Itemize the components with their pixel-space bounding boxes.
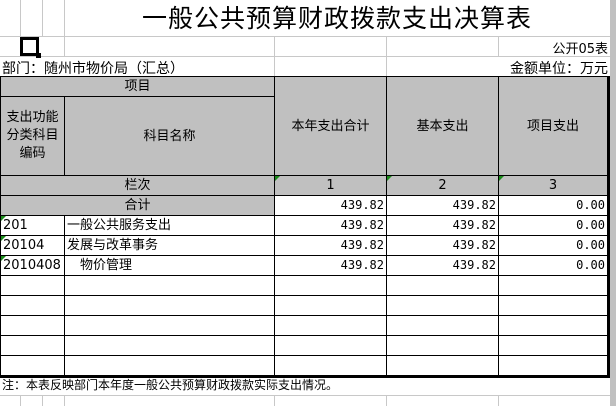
gridline: [274, 36, 275, 76]
row-index-1: 1: [274, 175, 387, 196]
gridline: [0, 395, 610, 396]
row-v1[interactable]: 439.82: [274, 255, 387, 276]
empty-cell[interactable]: [386, 275, 499, 296]
empty-cell[interactable]: [64, 295, 275, 316]
gridline: [498, 395, 499, 406]
row-code[interactable]: 201: [0, 215, 65, 236]
row-v2[interactable]: 439.82: [386, 255, 499, 276]
header-name: 科目名称: [64, 96, 275, 176]
gridline: [20, 0, 21, 36]
empty-cell[interactable]: [274, 295, 387, 316]
total-row: 合计 439.82 439.82 0.00: [0, 195, 610, 216]
row-name[interactable]: 一般公共服务支出: [64, 215, 275, 236]
header-code: 支出功能分类科目编码: [0, 96, 65, 176]
row-v2[interactable]: 439.82: [386, 215, 499, 236]
empty-cell[interactable]: [274, 315, 387, 336]
empty-cell[interactable]: [498, 315, 610, 336]
empty-cell[interactable]: [64, 335, 275, 356]
unit-label: 金额单位：万元: [510, 61, 608, 77]
empty-cell[interactable]: [498, 295, 610, 316]
gridline: [386, 36, 387, 76]
row-v3[interactable]: 0.00: [498, 235, 610, 256]
empty-cell[interactable]: [386, 315, 499, 336]
row-index-2: 2: [386, 175, 499, 196]
header-col3: 项目支出: [498, 76, 610, 176]
empty-row: [0, 355, 610, 378]
footnote: 注：本表反映部门本年度一般公共预算财政拨款实际支出情况。: [2, 378, 339, 392]
empty-cell[interactable]: [274, 355, 387, 378]
cell-selection-cursor[interactable]: [20, 37, 41, 58]
empty-row: [0, 315, 610, 336]
report-title: 一般公共预算财政拨款支出决算表: [141, 4, 532, 33]
empty-cell[interactable]: [386, 335, 499, 356]
gridline: [0, 36, 610, 37]
empty-cell[interactable]: [274, 275, 387, 296]
row-index-label: 栏次: [0, 175, 275, 196]
empty-cell[interactable]: [64, 315, 275, 336]
empty-row: [0, 295, 610, 316]
gridline: [498, 36, 499, 56]
total-label: 合计: [0, 195, 275, 216]
row-index-3: 3: [498, 175, 610, 196]
total-v2[interactable]: 439.82: [386, 195, 499, 216]
empty-cell[interactable]: [0, 295, 65, 316]
gridline: [0, 56, 610, 57]
row-v1[interactable]: 439.82: [274, 235, 387, 256]
empty-cell[interactable]: [0, 335, 65, 356]
empty-cell[interactable]: [386, 355, 499, 378]
table-row: 201 一般公共服务支出 439.82 439.82 0.00: [0, 215, 610, 236]
empty-cell[interactable]: [498, 335, 610, 356]
sheet-edge: [610, 0, 616, 406]
row-v1[interactable]: 439.82: [274, 215, 387, 236]
empty-cell[interactable]: [0, 355, 65, 378]
expenditure-table: 项目 本年支出合计 基本支出 项目支出 支出功能分类科目编码 科目名称 栏次 1…: [0, 76, 610, 378]
gridline: [42, 395, 43, 406]
empty-cell[interactable]: [64, 355, 275, 378]
table-row: 2010408 物价管理 439.82 439.82 0.00: [0, 255, 610, 276]
empty-cell[interactable]: [64, 275, 275, 296]
row-v2[interactable]: 439.82: [386, 235, 499, 256]
empty-row: [0, 275, 610, 296]
empty-cell[interactable]: [386, 295, 499, 316]
row-code[interactable]: 2010408: [0, 255, 65, 276]
row-v3[interactable]: 0.00: [498, 255, 610, 276]
row-code[interactable]: 20104: [0, 235, 65, 256]
header-col1: 本年支出合计: [274, 76, 387, 176]
gridline: [42, 0, 43, 36]
header-project: 项目: [0, 76, 275, 97]
gridline: [64, 395, 65, 406]
empty-cell[interactable]: [0, 315, 65, 336]
empty-cell[interactable]: [274, 335, 387, 356]
empty-row: [0, 335, 610, 356]
department-label: 部门：随州市物价局（汇总）: [2, 61, 184, 77]
header-col2: 基本支出: [386, 76, 499, 176]
row-name[interactable]: 物价管理: [64, 255, 275, 276]
empty-cell[interactable]: [498, 275, 610, 296]
gridline: [20, 395, 21, 406]
total-v1[interactable]: 439.82: [274, 195, 387, 216]
empty-cell[interactable]: [0, 275, 65, 296]
total-v3[interactable]: 0.00: [498, 195, 610, 216]
empty-cell[interactable]: [498, 355, 610, 378]
gridline: [386, 395, 387, 406]
gridline: [64, 0, 65, 56]
gridline: [274, 395, 275, 406]
table-row: 20104 发展与改革事务 439.82 439.82 0.00: [0, 235, 610, 256]
form-number: 公开05表: [552, 42, 608, 57]
row-v3[interactable]: 0.00: [498, 215, 610, 236]
row-name[interactable]: 发展与改革事务: [64, 235, 275, 256]
